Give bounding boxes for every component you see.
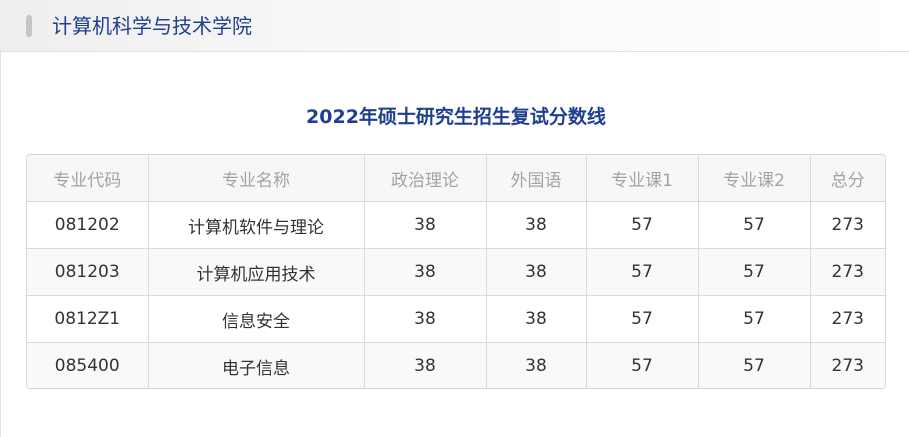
- column-header-major-course-1: 专业课1: [585, 155, 699, 202]
- cell-politics: 38: [363, 248, 487, 296]
- cell-major-course-2: 57: [697, 342, 811, 388]
- cell-major-name: 计算机应用技术: [147, 248, 365, 296]
- score-table: 专业代码 专业名称 政治理论 外国语 专业课1 专业课2 总分 081202 计…: [27, 155, 885, 388]
- cell-major-name: 计算机软件与理论: [147, 201, 365, 249]
- cell-total: 273: [809, 201, 885, 249]
- cell-total: 273: [809, 248, 885, 296]
- header-accent-bar: [26, 15, 32, 37]
- cell-foreign-language: 38: [485, 342, 587, 388]
- cell-major-code: 085400: [27, 342, 149, 388]
- cell-total: 273: [809, 342, 885, 388]
- cell-foreign-language: 38: [485, 248, 587, 296]
- cell-foreign-language: 38: [485, 295, 587, 343]
- column-header-politics: 政治理论: [363, 155, 487, 202]
- column-header-foreign-language: 外国语: [485, 155, 587, 202]
- content-left-border: [0, 52, 1, 437]
- cell-major-course-2: 57: [697, 295, 811, 343]
- column-header-major-name: 专业名称: [147, 155, 365, 202]
- cell-major-name: 信息安全: [147, 295, 365, 343]
- cell-major-course-1: 57: [585, 248, 699, 296]
- cell-major-name: 电子信息: [147, 342, 365, 388]
- section-header: 计算机科学与技术学院: [0, 0, 909, 52]
- cell-foreign-language: 38: [485, 201, 587, 249]
- page-title: 2022年硕士研究生招生复试分数线: [306, 106, 606, 128]
- cell-major-code: 081202: [27, 201, 149, 249]
- cell-politics: 38: [363, 201, 487, 249]
- cell-major-course-2: 57: [697, 248, 811, 296]
- cell-major-course-1: 57: [585, 342, 699, 388]
- column-header-major-code: 专业代码: [27, 155, 149, 202]
- table-row: 085400 电子信息 38 38 57 57 273: [27, 342, 885, 388]
- cell-major-course-1: 57: [585, 201, 699, 249]
- table-header-row: 专业代码 专业名称 政治理论 外国语 专业课1 专业课2 总分: [27, 155, 885, 202]
- section-title: 计算机科学与技术学院: [52, 14, 252, 38]
- cell-total: 273: [809, 295, 885, 343]
- column-header-total: 总分: [809, 155, 885, 202]
- cell-politics: 38: [363, 342, 487, 388]
- cell-major-code: 0812Z1: [27, 295, 149, 343]
- table-row: 0812Z1 信息安全 38 38 57 57 273: [27, 295, 885, 343]
- cell-major-course-1: 57: [585, 295, 699, 343]
- cell-politics: 38: [363, 295, 487, 343]
- table-row: 081203 计算机应用技术 38 38 57 57 273: [27, 248, 885, 296]
- score-table-container: 专业代码 专业名称 政治理论 外国语 专业课1 专业课2 总分 081202 计…: [26, 154, 886, 389]
- cell-major-course-2: 57: [697, 201, 811, 249]
- cell-major-code: 081203: [27, 248, 149, 296]
- column-header-major-course-2: 专业课2: [697, 155, 811, 202]
- table-row: 081202 计算机软件与理论 38 38 57 57 273: [27, 201, 885, 249]
